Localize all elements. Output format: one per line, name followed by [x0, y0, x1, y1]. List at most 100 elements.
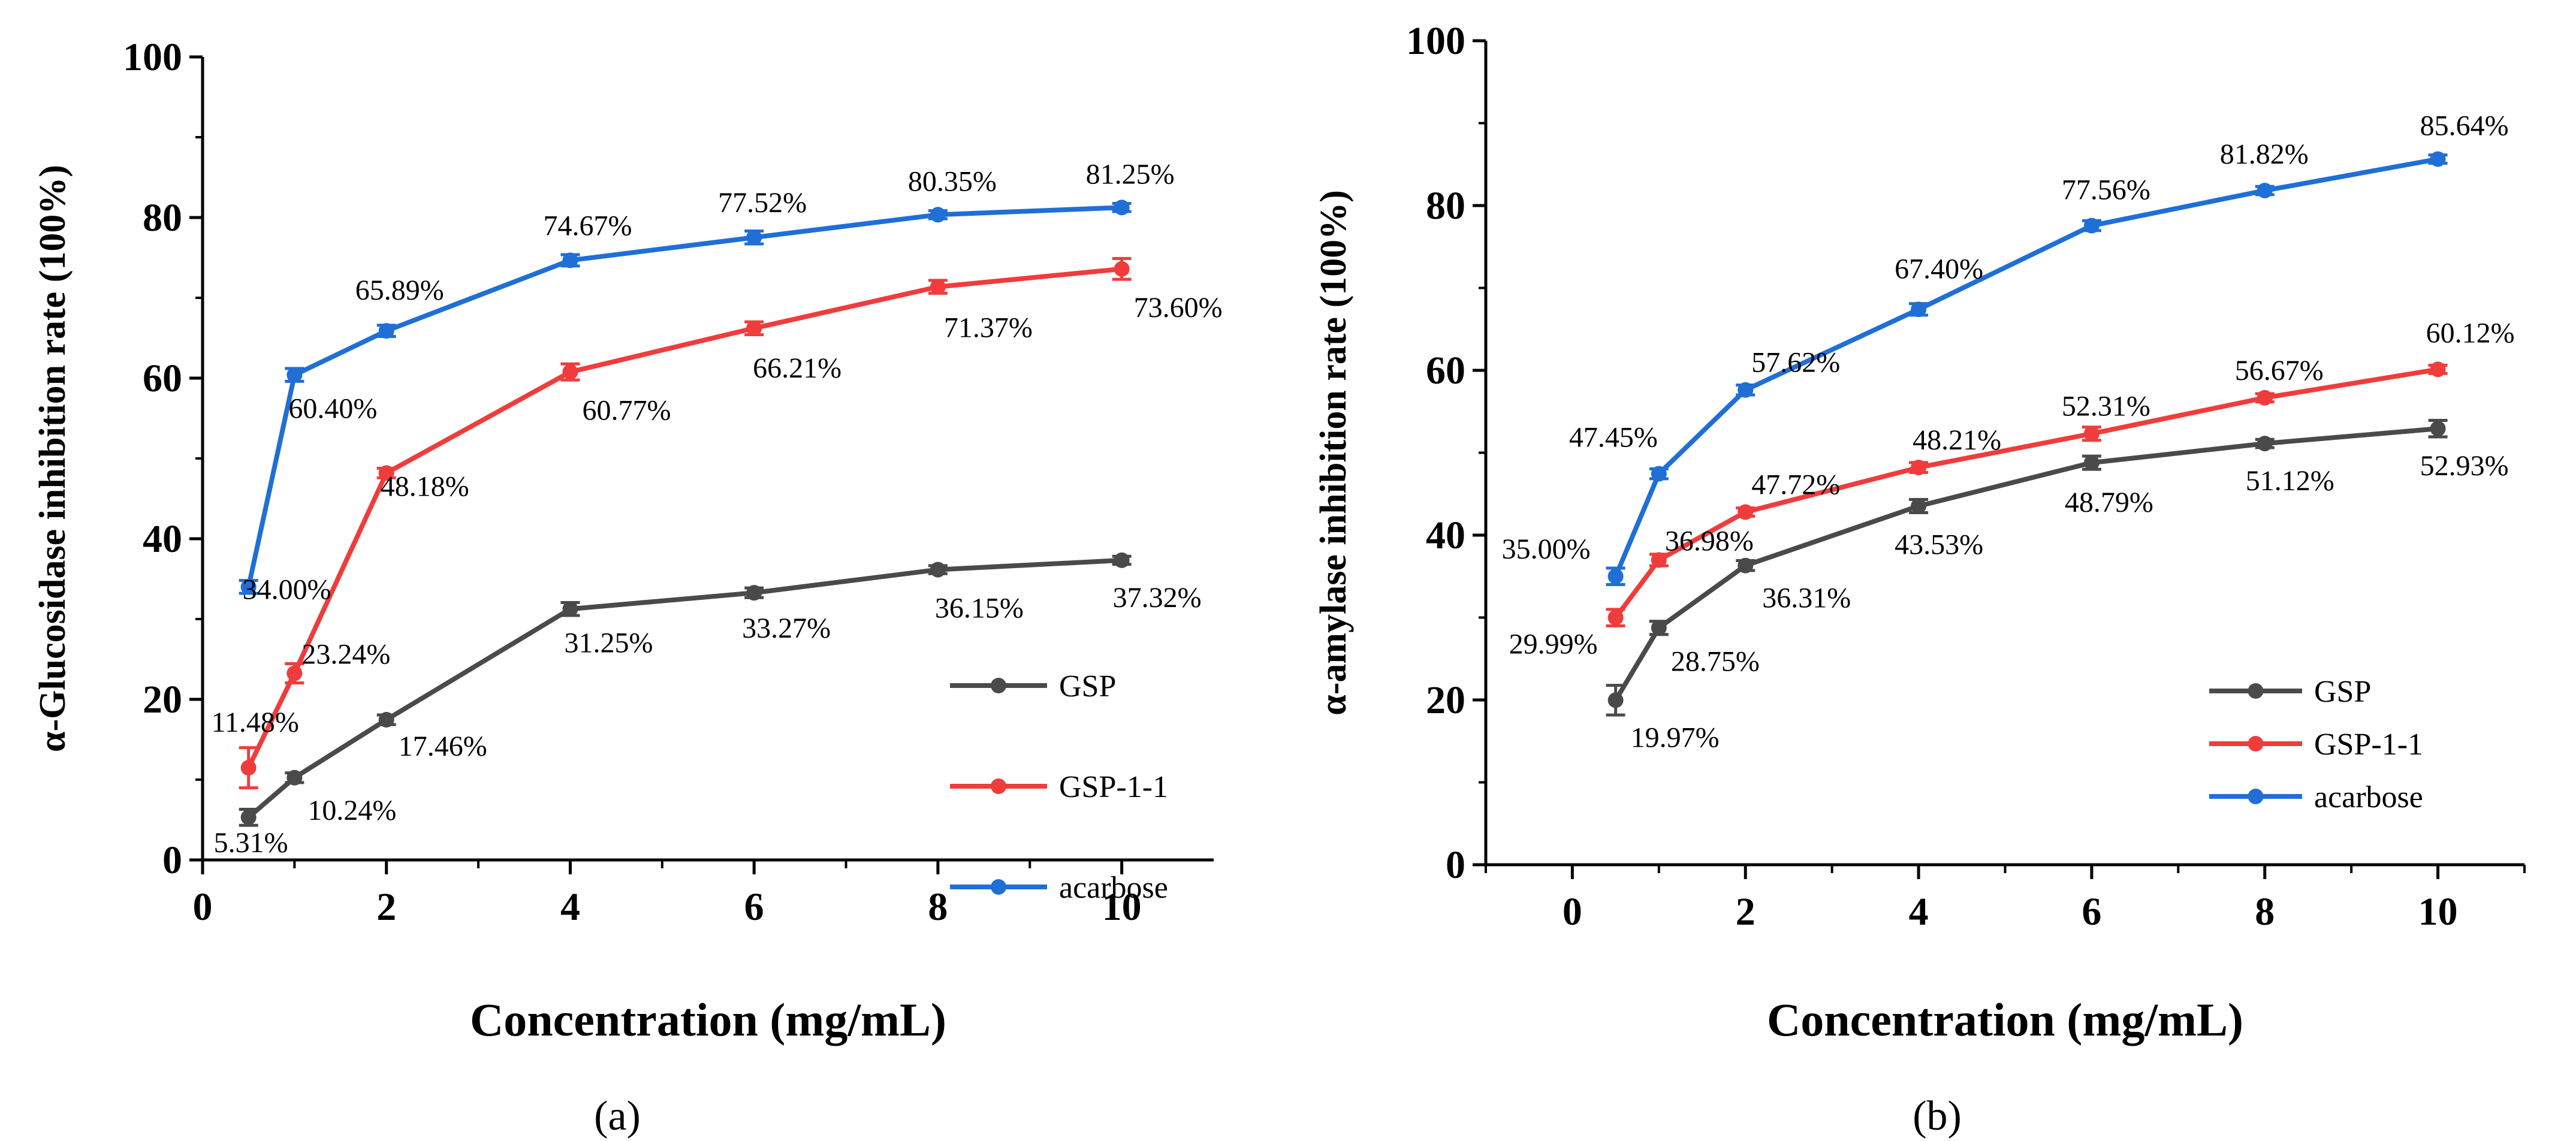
data-point: [746, 320, 762, 336]
legend-label: acarbose: [1059, 871, 1168, 905]
data-point: [746, 585, 762, 601]
x-tick-label: 6: [744, 885, 764, 929]
y-tick-label: 100: [1406, 19, 1465, 63]
data-label: 47.45%: [1569, 422, 1658, 454]
data-point: [2257, 436, 2273, 452]
panel-label-a: (a): [594, 1093, 641, 1139]
data-point: [240, 760, 257, 776]
data-label: 5.31%: [214, 827, 288, 859]
data-label: 81.25%: [1086, 158, 1175, 190]
panel-label-b: (b): [1913, 1093, 1962, 1139]
series-line: [246, 205, 1122, 588]
data-label: 33.27%: [742, 612, 831, 644]
data-label: 29.99%: [1509, 629, 1598, 660]
data-point: [930, 207, 946, 223]
data-label: 47.72%: [1751, 469, 1840, 501]
series-gsp-1-1: 29.99% 36.98% 47.72% 48.21% 52.31% 56.67% 60.1…: [1509, 317, 2515, 660]
chart-panel-a: (a) 0 20 40 60 80 100 0 2 4 6 8 10 Concentration (mg…: [32, 35, 1223, 1139]
data-label: 80.35%: [908, 165, 997, 197]
legend-label: GSP: [2314, 675, 2371, 709]
data-label: 10.24%: [307, 795, 396, 826]
data-point: [2430, 151, 2446, 167]
data-point: [1651, 466, 1667, 482]
x-axis-title: Concentration (mg/mL): [1767, 994, 2243, 1046]
data-label: 23.24%: [301, 639, 390, 671]
x-tick-label: 4: [560, 885, 580, 929]
data-point: [286, 769, 303, 786]
data-point: [2083, 425, 2100, 442]
data-label: 34.00%: [243, 573, 331, 605]
y-tick-label: 40: [1426, 514, 1465, 557]
x-tick-label: 10: [2418, 890, 2458, 934]
x-tick-label: 0: [193, 885, 213, 929]
y-tick-label: 40: [143, 517, 182, 561]
data-label: 51.12%: [2246, 465, 2334, 497]
y-tick-label: 20: [1426, 678, 1465, 722]
data-label: 74.67%: [543, 210, 632, 242]
x-axis-title: Concentration (mg/mL): [470, 994, 946, 1046]
x-tick-label: 10: [1102, 885, 1142, 929]
data-point: [1911, 301, 1927, 318]
y-tick-label: 80: [1426, 184, 1465, 228]
legend-swatch-marker: [991, 879, 1006, 895]
data-label: 19.97%: [1631, 722, 1720, 753]
y-axis-title: α-Glucosidase inhibition rate (100%): [32, 165, 73, 752]
data-label: 56.67%: [2235, 355, 2324, 387]
y-tick-label: 80: [143, 196, 182, 240]
data-label: 65.89%: [355, 274, 444, 306]
data-point: [240, 809, 257, 825]
data-label: 60.40%: [288, 393, 377, 425]
legend-swatch-marker: [2248, 736, 2264, 751]
legend-swatch-marker: [991, 778, 1006, 794]
y-tick-label: 0: [162, 838, 182, 882]
data-point: [930, 562, 946, 578]
data-label: 43.53%: [1895, 529, 1983, 560]
data-label: 36.31%: [1762, 582, 1851, 614]
data-point: [1607, 692, 1624, 708]
data-point: [2083, 218, 2100, 234]
data-point: [562, 601, 578, 617]
x-tick-label: 8: [928, 885, 948, 929]
data-point: [2083, 455, 2100, 471]
x-tick-label: 0: [1563, 890, 1582, 934]
series-gsp: 19.97% 28.75%36.31% 43.53% 48.79% 51.12% 52.9…: [1606, 418, 2509, 753]
series-acarbose: 35.00% 47.45% 57.62% 67.40% 77.56% 81.82% 85.6…: [1502, 110, 2509, 586]
data-label: 77.56%: [2062, 174, 2150, 206]
data-label: 28.75%: [1671, 646, 1760, 678]
data-label: 11.48%: [212, 707, 299, 738]
data-point: [240, 579, 257, 595]
data-label: 31.25%: [564, 627, 653, 659]
data-point: [2257, 390, 2273, 406]
legend-swatch-marker: [2248, 789, 2264, 804]
y-tick-label: 0: [1446, 843, 1465, 887]
data-point: [562, 364, 578, 380]
data-label: 81.82%: [2220, 138, 2309, 170]
data-point: [930, 279, 946, 295]
legend-label: GSP-1-1: [1059, 770, 1168, 804]
data-point: [1651, 620, 1667, 636]
legend-label: GSP-1-1: [2314, 728, 2423, 762]
data-label: 36.15%: [935, 593, 1024, 624]
x-tick-label: 2: [1736, 890, 1755, 934]
x-tick-label: 2: [376, 885, 396, 929]
series-acarbose: 34.00% 60.40% 65.89% 74.67% 77.52% 80.35% 81.2…: [239, 158, 1175, 605]
data-point: [2430, 361, 2446, 378]
data-label: 17.46%: [399, 731, 487, 762]
legend-label: GSP: [1059, 669, 1116, 704]
x-tick-label: 6: [2082, 890, 2101, 934]
data-point: [1114, 200, 1130, 216]
x-tick-label: 4: [1909, 890, 1929, 934]
data-point: [1114, 552, 1130, 568]
data-point: [1607, 568, 1624, 584]
legend: GSP GSP-1-1 acarbose: [2209, 675, 2423, 814]
data-label: 73.60%: [1134, 292, 1223, 324]
data-point: [1607, 609, 1624, 626]
y-tick-label: 60: [1426, 349, 1465, 393]
y-axis-title: α-amylase inhibition rate (100%): [1313, 190, 1354, 716]
x-tick-label: 8: [2255, 890, 2275, 934]
data-point: [1738, 382, 1754, 398]
data-point: [746, 230, 762, 246]
data-label: 35.00%: [1502, 533, 1591, 565]
data-label: 52.31%: [2062, 391, 2150, 422]
